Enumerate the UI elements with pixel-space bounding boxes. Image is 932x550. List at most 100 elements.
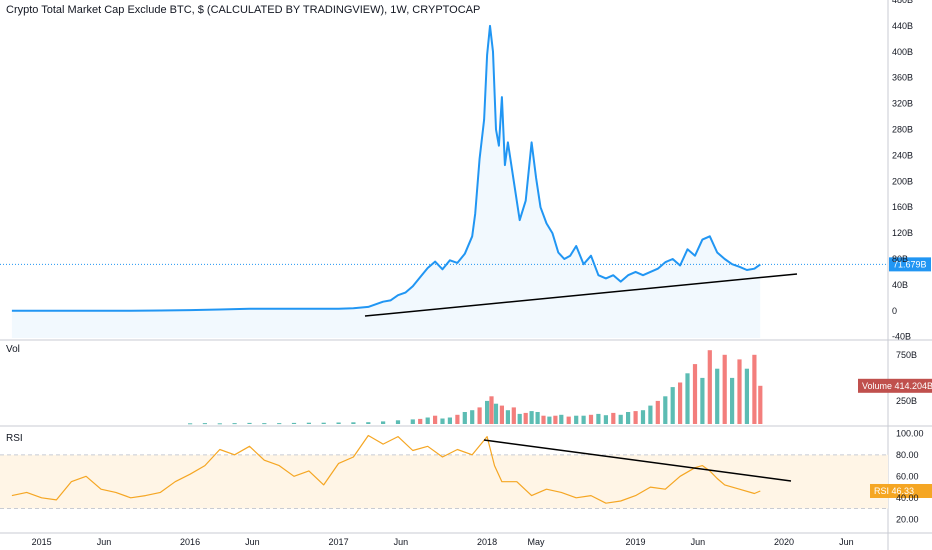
volume-bar [588, 414, 594, 424]
volume-badge-label: Volume 414.204B [862, 381, 932, 391]
volume-bar [559, 414, 564, 424]
chart-title: Crypto Total Market Cap Exclude BTC, $ (… [6, 4, 481, 16]
price-ytick: 80B [892, 254, 908, 264]
volume-bar [202, 423, 207, 425]
volume-bar [574, 415, 579, 424]
volume-bar [700, 377, 705, 424]
x-tick-label: Jun [691, 537, 706, 547]
volume-badge [858, 378, 932, 393]
volume-bar [670, 387, 675, 424]
price-ytick: 200B [892, 176, 913, 186]
trendlines [364, 273, 798, 482]
rsi-ytick: 60.00 [896, 471, 919, 481]
price-ytick: 0 [892, 306, 897, 316]
price-line [11, 24, 761, 312]
x-tick-label: 2015 [32, 537, 52, 547]
volume-bar [447, 417, 452, 424]
volume-bar [511, 407, 516, 424]
volume-bar [566, 416, 571, 424]
volume-bar [493, 403, 499, 424]
volume-bar [262, 423, 267, 425]
volume-ytick: 750B [896, 350, 917, 360]
volume-bar [618, 414, 623, 424]
volume-bar [737, 359, 742, 424]
x-tick-label: 2019 [626, 537, 646, 547]
volume-pane-label: Vol [6, 344, 20, 355]
rsi-badge-label: RSI 46.33 [874, 486, 914, 496]
volume-pane: Volume 414.204B [188, 350, 932, 425]
price-ytick: 440B [892, 21, 913, 31]
rsi-pane-label: RSI [6, 433, 23, 444]
x-tick-label: 2017 [329, 537, 349, 547]
volume-bar [291, 422, 297, 424]
volume-bar [678, 382, 683, 424]
price-ytick: 360B [892, 73, 913, 83]
price-ytick: 160B [892, 202, 913, 212]
price-ytick: 240B [892, 150, 913, 160]
rsi-badge [870, 483, 932, 498]
volume-bar [455, 414, 460, 424]
volume-bar [648, 405, 653, 424]
price-pane: 71.679B [0, 24, 931, 339]
price-area [11, 25, 761, 339]
x-tick-label: Jun [97, 537, 112, 547]
price-ytick: 320B [892, 99, 913, 109]
volume-bar [440, 418, 445, 424]
volume-bar [730, 377, 735, 424]
volume-bar [541, 415, 546, 424]
x-tick-label: Jun [394, 537, 409, 547]
volume-bar [395, 420, 401, 424]
volume-bar [188, 423, 193, 425]
volume-bar [715, 368, 720, 424]
volume-bar [744, 368, 749, 424]
volume-bar [596, 413, 601, 424]
volume-bar [633, 411, 638, 424]
rsi-band [0, 454, 888, 509]
rsi-pane: RSI 46.33 [0, 434, 932, 510]
x-tick-label: May [528, 537, 546, 547]
volume-bar [462, 412, 467, 424]
volume-bar [499, 405, 504, 424]
volume-bar [381, 421, 386, 424]
volume-bar [547, 416, 552, 424]
price-last-label: 71.679B [893, 259, 927, 269]
rsi-line [11, 434, 761, 504]
volume-bar [306, 422, 311, 424]
price-ytick: 400B [892, 47, 913, 57]
rsi-ytick: 20.00 [896, 514, 919, 524]
price-ytick: -40B [892, 332, 911, 342]
price-last-badge [889, 257, 931, 272]
axes: -40B 0 40B 80B 120B 160B 200B 240B 280B 320B 360B 4… [32, 0, 924, 547]
volume-bar [321, 422, 326, 424]
volume-bar [611, 412, 616, 424]
price-ytick: 480B [892, 0, 913, 5]
volume-bar [707, 350, 712, 424]
volume-bar [692, 364, 698, 424]
volume-bar [485, 400, 490, 424]
volume-bar [277, 423, 282, 425]
x-tick-label: Jun [245, 537, 260, 547]
volume-bar [351, 422, 356, 424]
volume-ytick: 250B [896, 396, 917, 406]
rsi-resistance-trendline [483, 439, 792, 482]
price-ytick: 120B [892, 228, 913, 238]
rsi-ytick: 80.00 [896, 450, 919, 460]
volume-bar [418, 418, 423, 424]
volume-bar [758, 385, 763, 424]
volume-bar [247, 422, 252, 424]
price-ytick: 40B [892, 280, 908, 290]
x-tick-label: 2016 [180, 537, 200, 547]
volume-bar [523, 412, 528, 424]
volume-bar [336, 422, 341, 424]
price-ytick: 280B [892, 124, 913, 134]
volume-bar [626, 412, 631, 424]
volume-bar [217, 423, 222, 425]
volume-bar [433, 415, 438, 424]
price-support-trendline [364, 273, 798, 317]
rsi-ytick: 40.00 [896, 493, 919, 503]
volume-bar [685, 373, 690, 424]
volume-bar [470, 410, 475, 424]
x-tick-label: 2018 [477, 537, 497, 547]
volume-bar [663, 396, 668, 424]
